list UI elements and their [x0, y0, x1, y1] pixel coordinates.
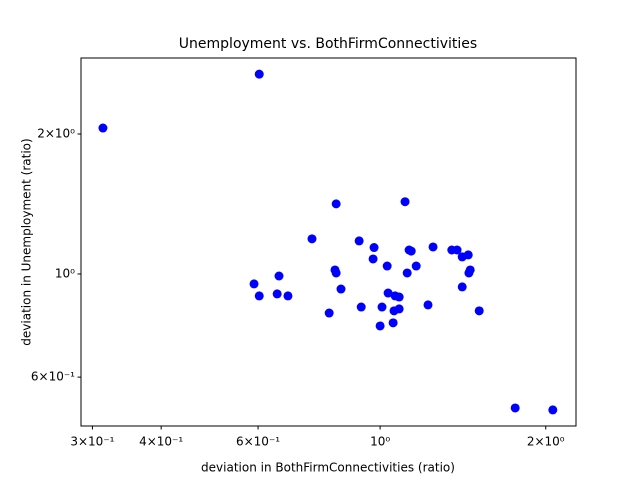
point [98, 123, 108, 133]
point [368, 254, 378, 264]
point [356, 302, 366, 312]
x-tick-label: 4×10⁻¹ [139, 435, 183, 449]
point [272, 289, 282, 299]
point [254, 69, 264, 79]
point [474, 306, 484, 316]
point [336, 284, 346, 294]
plot-frame [80, 57, 577, 427]
point [464, 268, 474, 278]
point [331, 199, 341, 209]
point [383, 288, 393, 298]
point [254, 291, 264, 301]
x-tick-label: 10⁰ [370, 435, 390, 449]
point [428, 242, 438, 252]
point [249, 279, 259, 289]
y-tick-label: 6×10⁻¹ [31, 370, 75, 384]
point [423, 300, 433, 310]
point [457, 282, 467, 292]
point [331, 268, 341, 278]
point [463, 250, 473, 260]
point [283, 291, 293, 301]
point [404, 245, 414, 255]
point [307, 234, 317, 244]
point [369, 243, 379, 253]
y-tick-label: 2×10⁰ [37, 127, 75, 141]
chart-title: Unemployment vs. BothFirmConnectivities [179, 36, 477, 52]
x-tick-label: 3×10⁻¹ [70, 435, 114, 449]
point [548, 405, 558, 415]
x-axis-label: deviation in BothFirmConnectivities (rat… [201, 461, 455, 475]
point [400, 197, 410, 207]
point [382, 261, 392, 271]
y-axis-label: deviation in Unemployment (ratio) [20, 138, 34, 345]
point [452, 245, 462, 255]
point [510, 403, 520, 413]
point [354, 236, 364, 246]
point [375, 321, 385, 331]
point [402, 268, 412, 278]
x-tick-label: 6×10⁻¹ [236, 435, 280, 449]
point [324, 308, 334, 318]
point [389, 306, 399, 316]
point [388, 318, 398, 328]
x-tick-label: 2×10⁰ [527, 435, 565, 449]
point [411, 261, 421, 271]
point [377, 302, 387, 312]
point [394, 292, 404, 302]
y-tick-label: 10⁰ [55, 266, 75, 280]
point [274, 271, 284, 281]
